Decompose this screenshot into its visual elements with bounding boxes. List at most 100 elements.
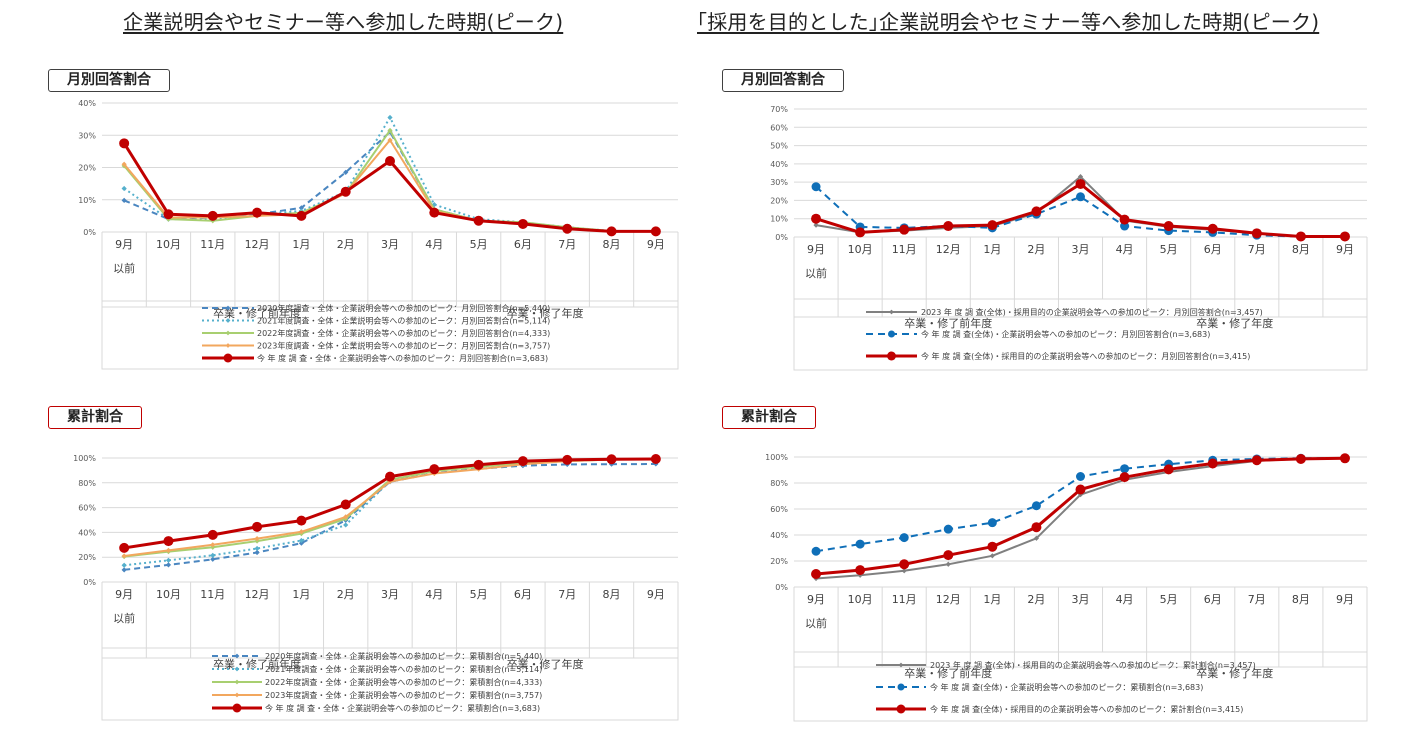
data-point: [1295, 453, 1306, 464]
legend-marker: [889, 309, 894, 315]
legend-label: 今 年 度 調 査(全体)・採用目的の企業説明会等への参加のピーク：月別回答割合…: [921, 351, 1250, 361]
legend-label: 2020年度調査・全体・企業説明会等への参加のピーク：月別回答割合(n=5,44…: [257, 303, 550, 313]
y-tick-label: 40%: [78, 99, 96, 108]
x-tick-label: 3月: [381, 588, 399, 601]
data-point: [987, 518, 997, 528]
data-point: [562, 454, 573, 465]
data-point: [207, 210, 218, 221]
data-point: [385, 471, 395, 482]
x-tick-label: 2月: [337, 588, 355, 601]
y-tick-label: 0%: [83, 228, 96, 237]
x-tick-label: 9月: [1336, 593, 1354, 606]
x-tick-label: 4月: [1116, 243, 1134, 256]
data-point: [343, 522, 349, 528]
data-point: [606, 454, 617, 465]
legend-label: 今 年 度 調 査(全体)・採用目的の企業説明会等への参加のピーク：累計割合(n…: [930, 704, 1243, 714]
data-point: [943, 221, 954, 232]
left-cumulative-tag: 累計割合: [48, 406, 142, 429]
x-tick-label: 8月: [603, 238, 621, 251]
right-heading: ｢採用を目的とした｣企業説明会やセミナー等へ参加した時期(ピーク): [697, 10, 1320, 34]
right-monthly-chart: 0% 10% 20% 30% 40% 50% 60% 70% 9月 10月 11月 12月 1月 2月 3月…: [770, 105, 1368, 371]
legend-marker: [225, 330, 231, 336]
group-label: 卒業・修了前年度: [213, 657, 301, 671]
y-tick-label: 100%: [73, 454, 96, 463]
group-label: 卒業・修了前年度: [213, 306, 301, 320]
x-tick-sublabel: 以前: [113, 611, 135, 625]
x-tick-label: 8月: [603, 588, 621, 601]
data-point: [163, 209, 174, 220]
x-tick-label: 9月: [115, 238, 133, 251]
data-point: [945, 561, 951, 567]
y-tick-label: 50%: [770, 142, 788, 151]
data-point: [811, 569, 822, 579]
data-point: [899, 533, 909, 543]
data-point: [343, 169, 349, 175]
data-point: [387, 114, 393, 121]
data-point: [987, 541, 998, 552]
data-point: [562, 223, 573, 234]
data-point: [121, 562, 127, 568]
x-tick-label: 4月: [425, 588, 443, 601]
data-point: [1031, 206, 1042, 217]
legend-label: 今 年 度 調 査・全体・企業説明会等への参加のピーク：累積割合(n=3,683…: [265, 703, 540, 713]
x-tick-label: 1月: [983, 243, 1001, 256]
data-point: [298, 205, 304, 211]
data-point: [254, 545, 260, 552]
x-tick-label: 10月: [156, 238, 181, 251]
data-point: [1075, 178, 1086, 189]
x-tick-label: 12月: [936, 243, 961, 256]
x-tick-label: 9月: [115, 588, 133, 601]
data-point: [165, 547, 172, 553]
x-tick-label: 7月: [558, 238, 576, 251]
x-tick-label: 12月: [245, 588, 270, 601]
y-tick-label: 20%: [770, 196, 788, 205]
x-tick-label: 12月: [936, 593, 961, 606]
y-tick-label: 40%: [78, 528, 96, 537]
data-point: [1339, 231, 1350, 242]
legend-label: 今 年 度 調 査・全体・企業説明会等への参加のピーク：月別回答割合(n=3,6…: [257, 353, 548, 363]
legend-marker: [232, 703, 242, 713]
data-point: [121, 185, 127, 192]
data-point: [855, 539, 865, 549]
data-point: [989, 553, 995, 559]
x-tick-label: 3月: [381, 238, 399, 251]
data-point: [1031, 501, 1041, 511]
data-point: [1075, 484, 1086, 495]
data-point: [943, 524, 953, 534]
legend-label: 2023年度調査・全体・企業説明会等への参加のピーク：月別回答割合(n=3,75…: [257, 341, 550, 351]
data-point: [296, 210, 307, 221]
data-point: [340, 499, 351, 510]
y-tick-label: 0%: [775, 233, 788, 242]
data-point: [298, 529, 304, 535]
legend-marker: [887, 351, 896, 361]
data-point: [811, 182, 821, 192]
legend-box: [101, 647, 679, 721]
x-tick-label: 5月: [470, 238, 488, 251]
data-point: [650, 226, 661, 237]
data-point: [252, 207, 263, 218]
data-point: [517, 456, 528, 467]
data-point: [855, 565, 866, 576]
data-point: [811, 213, 822, 224]
data-point: [901, 568, 907, 574]
data-point: [119, 542, 130, 553]
legend-marker: [888, 330, 895, 338]
data-point: [296, 515, 307, 526]
x-tick-label: 10月: [848, 593, 873, 606]
x-tick-label: 1月: [983, 593, 1001, 606]
x-tick-label: 2月: [337, 238, 355, 251]
data-point: [1251, 228, 1262, 239]
data-point: [473, 459, 484, 470]
series-line: [815, 457, 1346, 553]
group-label: 卒業・修了前年度: [904, 666, 992, 680]
data-point: [606, 226, 617, 237]
data-point: [855, 227, 866, 238]
left-monthly-chart: 0% 10% 20% 30% 40% 9月 10月 11月 12月 1月 2月 3月 4月 5月 6月 7月 8…: [78, 99, 679, 370]
x-tick-sublabel: 以前: [805, 616, 827, 630]
x-tick-label: 4月: [425, 238, 443, 251]
group-label: 卒業・修了年度: [1196, 316, 1273, 330]
legend-marker: [234, 692, 240, 698]
data-point: [429, 464, 440, 475]
data-point: [165, 562, 172, 568]
y-tick-label: 60%: [770, 505, 788, 514]
